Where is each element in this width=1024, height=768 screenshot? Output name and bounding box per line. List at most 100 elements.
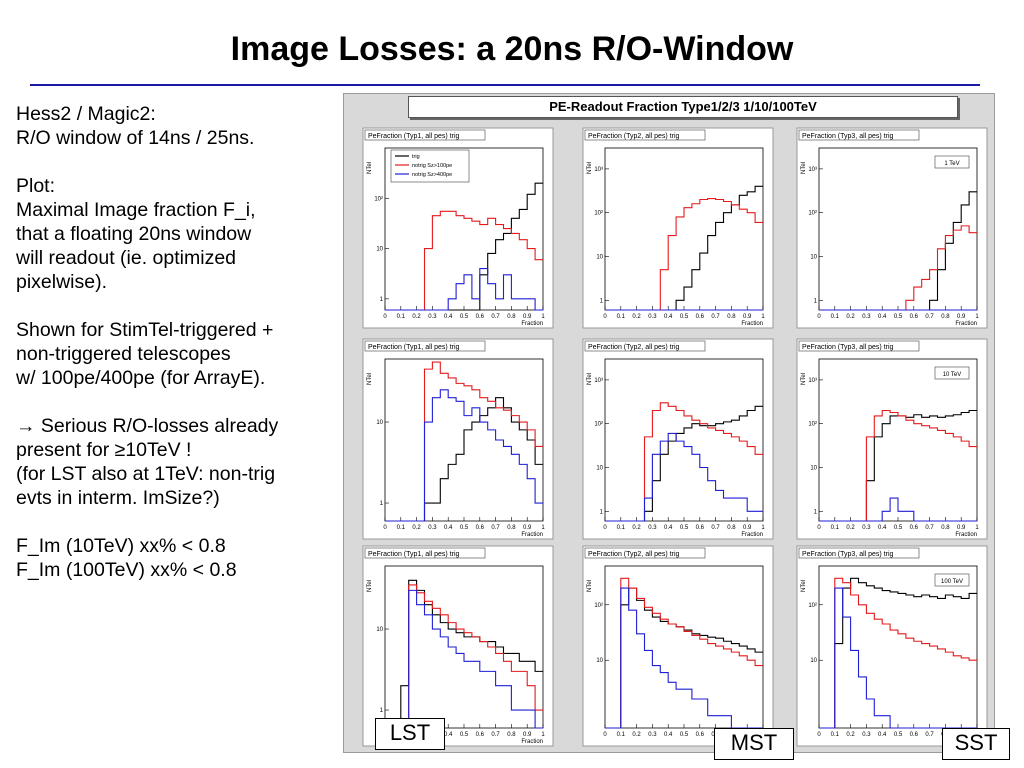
panel-title-box (798, 340, 920, 352)
panel-title: PeFraction (Typ1, all pes) trig (368, 133, 460, 140)
x-tick-label: 0.7 (925, 525, 934, 531)
x-tick-label: 0.4 (664, 732, 673, 738)
y-tick-label: 1 (814, 298, 818, 304)
body-line: that a floating 20ns window (16, 223, 252, 245)
histogram-series-notrig-sz-400pe (605, 432, 763, 522)
x-tick-label: 0.8 (507, 525, 516, 531)
histogram-panel: PeFraction (Typ3, all pes) trigNTel11010… (796, 127, 988, 329)
body-line: Plot: (16, 175, 56, 197)
x-tick-label: 0.8 (727, 525, 736, 531)
y-tick-label: 10 (376, 247, 383, 253)
x-tick-label: 1 (541, 525, 545, 531)
x-tick-label: 0 (383, 525, 387, 531)
y-axis-label: NTel (801, 580, 807, 592)
y-tick-label: 10² (374, 196, 383, 202)
x-tick-label: 0 (603, 732, 607, 738)
x-tick-label: 0.5 (894, 525, 903, 531)
body-line: pixelwise). (16, 271, 108, 293)
body-line: present for ≥10TeV ! (16, 439, 192, 461)
histogram-panel: PeFraction (Typ1, all pes) trigNTel11000… (362, 545, 554, 747)
x-tick-label: 0.4 (664, 314, 673, 320)
x-tick-label: 0.4 (878, 525, 887, 531)
panel-title-box (364, 129, 486, 141)
x-tick-label: 0.2 (412, 314, 421, 320)
x-tick-label: 0.1 (397, 525, 406, 531)
y-tick-label: 10² (594, 603, 603, 609)
x-tick-label: 0.1 (617, 732, 626, 738)
y-tick-label: 1 (380, 708, 384, 714)
panel-background (362, 545, 554, 747)
histogram-panel: PeFraction (Typ1, all pes) trigNTel11010… (362, 127, 554, 329)
x-axis-label: Fraction (955, 321, 977, 327)
x-tick-label: 0.4 (444, 525, 453, 531)
x-tick-label: 0.3 (648, 732, 657, 738)
x-tick-label: 0.8 (507, 732, 516, 738)
x-axis-label: Fraction (955, 532, 977, 538)
legend-entry: trig (412, 154, 420, 160)
body-line: evts in interm. ImSize?) (16, 487, 220, 509)
x-tick-label: 0.6 (910, 732, 919, 738)
x-tick-label: 0.1 (831, 525, 840, 531)
x-tick-label: 0.6 (696, 732, 705, 738)
x-tick-label: 0.5 (460, 525, 469, 531)
y-tick-label: 10³ (594, 378, 603, 384)
x-tick-label: 0.1 (617, 525, 626, 531)
y-tick-label: 10² (594, 211, 603, 217)
x-tick-label: 0 (383, 314, 387, 320)
panel-title: PeFraction (Typ3, all pes) trig (802, 551, 894, 558)
legend-entry: notrig Sz>400pe (412, 172, 452, 178)
x-tick-label: 0.4 (664, 525, 673, 531)
x-tick-label: 0.1 (831, 314, 840, 320)
histogram-series-notrig-sz-400pe (385, 268, 543, 311)
x-axis-label: Fraction (741, 321, 763, 327)
y-axis-label: NTel (367, 580, 373, 592)
x-tick-label: 0.3 (862, 314, 871, 320)
histogram-series-notrig-sz-400pe (385, 389, 543, 522)
x-tick-label: 0.9 (957, 525, 966, 531)
x-tick-label: 0.2 (632, 732, 641, 738)
x-tick-label: 1 (761, 314, 765, 320)
y-axis-label: NTel (367, 162, 373, 174)
x-tick-label: 0.9 (957, 314, 966, 320)
y-tick-label: 1 (600, 298, 604, 304)
panel-title: PeFraction (Typ2, all pes) trig (588, 133, 680, 140)
x-axis-label: Fraction (521, 739, 543, 745)
x-tick-label: 0.2 (846, 314, 855, 320)
x-tick-label: 0.3 (648, 525, 657, 531)
panel-title: PeFraction (Typ2, all pes) trig (588, 344, 680, 351)
x-tick-label: 0.4 (878, 314, 887, 320)
y-tick-label: 10 (810, 658, 817, 664)
panel-background (582, 127, 774, 329)
body-line: F_Im (10TeV) xx% < 0.8 (16, 535, 226, 557)
lst-label: LST (375, 718, 445, 750)
x-tick-label: 0 (817, 525, 821, 531)
y-tick-label: 10³ (808, 378, 817, 384)
x-tick-label: 0.8 (507, 314, 516, 320)
histogram-series-trig (385, 579, 543, 729)
panel-title: PeFraction (Typ3, all pes) trig (802, 344, 894, 351)
x-tick-label: 0.6 (910, 525, 919, 531)
histogram-panel: PeFraction (Typ3, all pes) trigNTel11010… (796, 338, 988, 540)
x-tick-label: 0 (603, 525, 607, 531)
body-line: → Serious R/O-losses already (16, 415, 279, 437)
y-tick-label: 1 (814, 509, 818, 515)
x-tick-label: 0.6 (696, 314, 705, 320)
y-tick-label: 10 (810, 254, 817, 260)
x-tick-label: 0.8 (727, 314, 736, 320)
y-axis-label: NTel (801, 373, 807, 385)
x-tick-label: 0.6 (910, 314, 919, 320)
x-tick-label: 1 (541, 732, 545, 738)
x-tick-label: 0.2 (846, 732, 855, 738)
x-tick-label: 0.7 (491, 525, 500, 531)
y-tick-label: 10² (808, 211, 817, 217)
panel-title: PeFraction (Typ3, all pes) trig (802, 133, 894, 140)
y-tick-label: 10³ (808, 167, 817, 173)
y-tick-label: 10 (596, 658, 603, 664)
x-tick-label: 0.1 (397, 314, 406, 320)
x-tick-label: 0 (817, 732, 821, 738)
x-tick-label: 0.7 (491, 732, 500, 738)
x-tick-label: 0.7 (711, 525, 720, 531)
sst-label: SST (942, 728, 1010, 760)
energy-label: 100 TeV (941, 579, 963, 585)
